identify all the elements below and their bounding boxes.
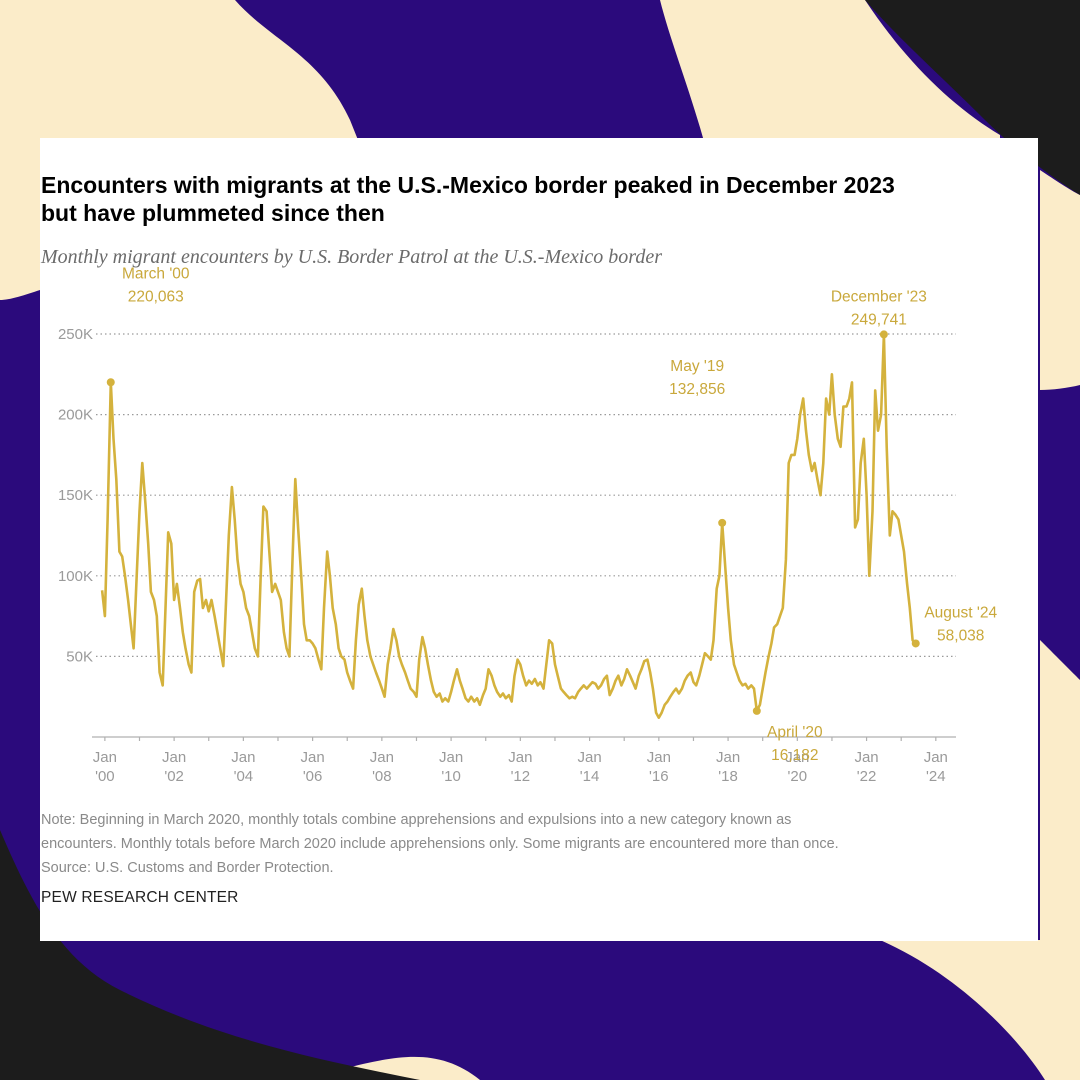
background-black-bottom-left — [0, 830, 420, 1080]
y-tick-label-100K: 100K — [58, 568, 93, 585]
line-chart: 50K 100K 150K 200K 250K Jan '00 Jan '02 Jan '04 Ja… — [58, 265, 998, 785]
annotation-label-2: April '20 — [767, 724, 823, 741]
x-tick-label-2000: Jan '00 — [93, 749, 117, 785]
x-tick-label-2012: Jan '12 — [508, 749, 532, 785]
x-tick-label-2016: Jan '16 — [647, 749, 671, 785]
annotation-value-4: 58,038 — [937, 627, 984, 644]
annotation-label-4: August '24 — [924, 604, 997, 621]
background-cream-right-edge — [1040, 170, 1080, 390]
x-tick-label-2010: Jan '10 — [439, 749, 463, 785]
chart-note: Note: Beginning in March 2020, monthly t… — [41, 808, 1036, 880]
y-tick-label-150K: 150K — [58, 487, 93, 504]
note-line-1: Note: Beginning in March 2020, monthly t… — [41, 812, 792, 828]
annotation-value-1: 132,856 — [669, 381, 725, 398]
x-tick-label-2002: Jan '02 — [162, 749, 186, 785]
annotation-label-0: March '00 — [122, 265, 190, 282]
x-tick-label-2006: Jan '06 — [301, 749, 325, 785]
title-line-1: Encounters with migrants at the U.S.-Mex… — [41, 172, 895, 198]
x-tick-label-2022: Jan '22 — [854, 749, 878, 785]
y-tick-label-250K: 250K — [58, 326, 93, 343]
x-tick-label-2004: Jan '04 — [231, 749, 255, 785]
annotation-value-3: 249,741 — [851, 311, 907, 328]
background-cream-top-left — [0, 0, 360, 300]
chart-card: Encounters with migrants at the U.S.-Mex… — [40, 138, 1038, 941]
y-tick-label-50K: 50K — [66, 648, 93, 665]
annotation-marker-4 — [911, 639, 920, 648]
background-cream-bottom-wave — [880, 680, 1080, 1080]
annotation-marker-3 — [879, 330, 888, 339]
x-tick-label-2024: Jan '24 — [924, 749, 948, 785]
x-tick-label-2018: Jan '18 — [716, 749, 740, 785]
annotation-marker-0 — [106, 378, 115, 387]
source-text: Source: U.S. Customs and Border Protecti… — [41, 860, 334, 876]
annotation-marker-1 — [718, 518, 727, 527]
annotation-label-3: December '23 — [831, 288, 927, 305]
note-line-2: encounters. Monthly totals before March … — [41, 836, 839, 852]
annotation-marker-2 — [752, 706, 761, 715]
annotation-value-2: 16,182 — [771, 747, 818, 764]
annotation-value-0: 220,063 — [128, 288, 184, 305]
x-tick-label-2014: Jan '14 — [577, 749, 601, 785]
series-line-monthly-encounters — [100, 333, 917, 719]
brand-logo-text: PEW RESEARCH CENTER — [41, 889, 239, 906]
chart-subtitle: Monthly migrant encounters by U.S. Borde… — [41, 246, 662, 268]
chart-title: Encounters with migrants at the U.S.-Mex… — [41, 171, 1021, 227]
y-tick-label-200K: 200K — [58, 407, 93, 424]
x-tick-label-2020: Jan '20 — [785, 749, 809, 785]
title-line-2: but have plummeted since then — [41, 200, 385, 226]
annotation-label-1: May '19 — [670, 358, 724, 375]
x-tick-label-2008: Jan '08 — [370, 749, 394, 785]
background-cream-top-right — [660, 0, 1000, 145]
